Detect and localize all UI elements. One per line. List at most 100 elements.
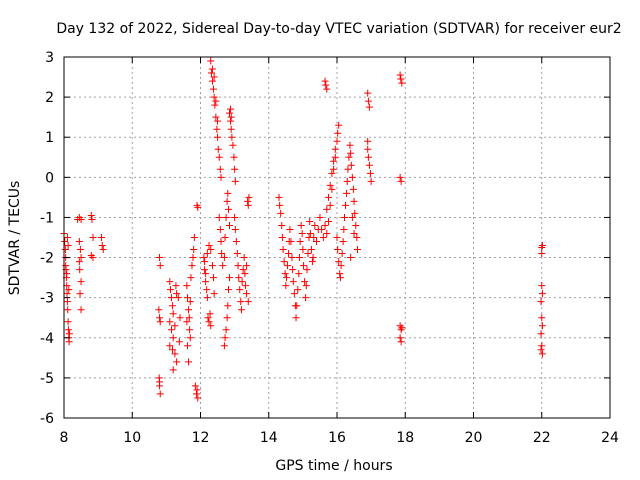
data-point	[343, 189, 351, 197]
x-axis-label: GPS time / hours	[275, 458, 392, 474]
data-point	[323, 205, 331, 213]
data-point	[190, 234, 198, 241]
data-point	[538, 342, 546, 350]
data-point	[538, 282, 546, 290]
data-point	[398, 79, 406, 87]
data-point	[238, 278, 246, 286]
data-point	[207, 69, 215, 77]
data-point	[397, 75, 405, 83]
data-point	[396, 71, 404, 79]
data-point	[201, 258, 209, 266]
data-point	[344, 165, 352, 173]
data-point	[174, 294, 182, 302]
data-point	[302, 282, 310, 290]
data-point	[214, 133, 222, 141]
data-point	[65, 330, 73, 338]
data-point	[282, 282, 290, 290]
data-point	[186, 334, 194, 342]
data-point	[289, 278, 297, 286]
data-point	[282, 274, 290, 282]
data-point	[77, 215, 85, 223]
data-point	[214, 145, 222, 153]
data-point	[184, 294, 192, 302]
data-point	[216, 225, 224, 233]
data-point	[169, 302, 177, 310]
data-point	[241, 270, 249, 278]
data-point	[302, 294, 310, 302]
data-point	[222, 326, 230, 334]
data-point	[218, 250, 226, 258]
data-point	[538, 314, 546, 322]
data-point	[75, 258, 83, 266]
data-point	[223, 197, 231, 205]
data-point	[206, 310, 214, 318]
y-tick-label: -1	[40, 210, 54, 226]
data-point	[313, 238, 321, 246]
data-point	[299, 246, 307, 254]
data-point	[537, 298, 545, 306]
data-point	[303, 266, 311, 274]
data-point	[330, 165, 338, 173]
data-point	[220, 342, 228, 350]
data-point	[169, 366, 177, 374]
data-point	[183, 318, 191, 326]
data-point	[212, 113, 220, 121]
y-tick-label: -5	[40, 371, 54, 387]
data-point	[207, 246, 215, 254]
data-point	[215, 153, 223, 161]
data-point	[365, 103, 373, 111]
data-point	[288, 254, 296, 262]
data-point	[243, 262, 251, 270]
data-point	[99, 246, 107, 254]
data-point	[244, 197, 252, 205]
data-point	[212, 97, 220, 105]
x-tick-label: 16	[328, 430, 346, 446]
x-tick-labels: 8 10 12 14 16 18 20 22 24	[60, 430, 619, 446]
data-point	[323, 229, 331, 237]
data-point	[231, 177, 239, 185]
data-point	[347, 161, 355, 169]
data-point	[184, 342, 192, 350]
data-point	[537, 330, 545, 338]
data-point	[65, 286, 73, 294]
data-point	[330, 157, 338, 165]
data-point	[202, 278, 210, 286]
data-point	[350, 229, 358, 237]
data-point	[208, 262, 216, 270]
data-point	[307, 246, 315, 254]
data-point	[213, 125, 221, 133]
data-point	[319, 234, 327, 241]
data-point	[538, 242, 546, 250]
data-point	[397, 177, 405, 185]
data-point	[322, 81, 330, 89]
y-tick-label: 0	[45, 170, 54, 186]
data-point	[244, 201, 252, 209]
data-point	[364, 145, 372, 153]
y-tick-labels: -6 -5 -4 -3 -2 -1 0 1 2 3	[40, 50, 54, 427]
data-point	[209, 274, 217, 282]
data-point	[224, 286, 232, 294]
data-point	[324, 193, 332, 201]
data-point	[350, 197, 358, 205]
data-point	[210, 93, 218, 101]
data-point	[166, 278, 174, 286]
data-point	[77, 254, 85, 262]
data-point	[214, 117, 222, 125]
data-point	[396, 173, 404, 181]
data-point	[76, 290, 84, 298]
data-point	[290, 290, 298, 298]
data-point	[207, 322, 215, 330]
data-point	[211, 101, 219, 109]
data-point	[279, 246, 287, 254]
data-point	[167, 294, 175, 302]
data-point	[321, 221, 329, 229]
data-point	[348, 213, 356, 221]
data-point	[364, 97, 372, 105]
data-point	[334, 129, 342, 137]
data-point	[286, 225, 294, 233]
data-point	[231, 213, 239, 221]
data-point	[190, 246, 198, 254]
data-point	[318, 225, 326, 233]
x-tick-label: 14	[260, 430, 278, 446]
x-tick-label: 20	[465, 430, 483, 446]
